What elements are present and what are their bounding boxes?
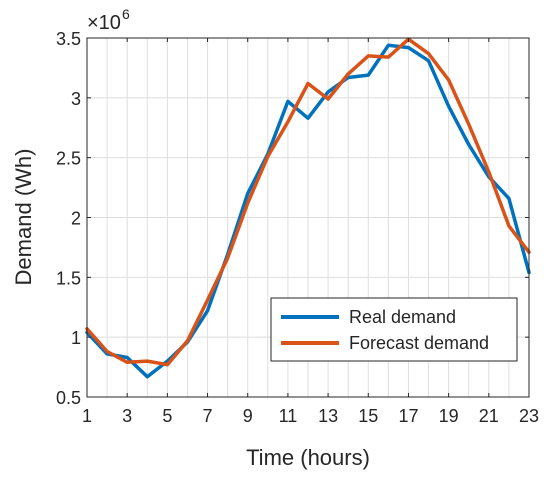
y-tick-label: 3.5 — [56, 29, 81, 49]
x-tick-label: 7 — [203, 406, 213, 426]
x-tick-label: 17 — [398, 406, 418, 426]
y-exponent-power: 6 — [122, 6, 130, 22]
x-tick-label: 21 — [479, 406, 499, 426]
x-tick-label: 3 — [122, 406, 132, 426]
x-tick-label: 23 — [519, 406, 539, 426]
legend: Real demand Forecast demand — [270, 297, 518, 362]
y-tick-label: 2 — [71, 209, 81, 229]
series-line-forecast-demand — [85, 37, 531, 367]
y-tick-label: 3 — [71, 89, 81, 109]
legend-box — [270, 297, 518, 362]
x-tick-label: 5 — [162, 406, 172, 426]
y-tick-label: 1.5 — [56, 268, 81, 288]
x-tick-label: 11 — [279, 406, 298, 426]
x-tick-label: 19 — [439, 406, 459, 426]
y-tick-label: 0.5 — [56, 388, 81, 408]
x-tick-label: 13 — [318, 406, 338, 426]
series-lines — [85, 37, 531, 379]
tick-labels: 1 3 5 7 9 11 13 15 17 19 21 230.511.522.533.5 — [56, 29, 539, 426]
y-tick-label: 1 — [71, 328, 81, 348]
x-axis-label: Time (hours) — [246, 445, 370, 470]
legend-label-forecast: Forecast demand — [349, 333, 489, 353]
x-tick-label: 9 — [243, 406, 253, 426]
y-tick-label: 2.5 — [56, 149, 81, 169]
x-tick-label: 1 — [82, 406, 92, 426]
y-exponent-base: ×10 — [87, 12, 121, 34]
ticks — [86, 37, 530, 398]
legend-label-real: Real demand — [349, 307, 456, 327]
series-line-real-demand — [85, 43, 531, 379]
y-axis-label: Demand (Wh) — [11, 149, 36, 286]
x-tick-label: 15 — [358, 406, 378, 426]
